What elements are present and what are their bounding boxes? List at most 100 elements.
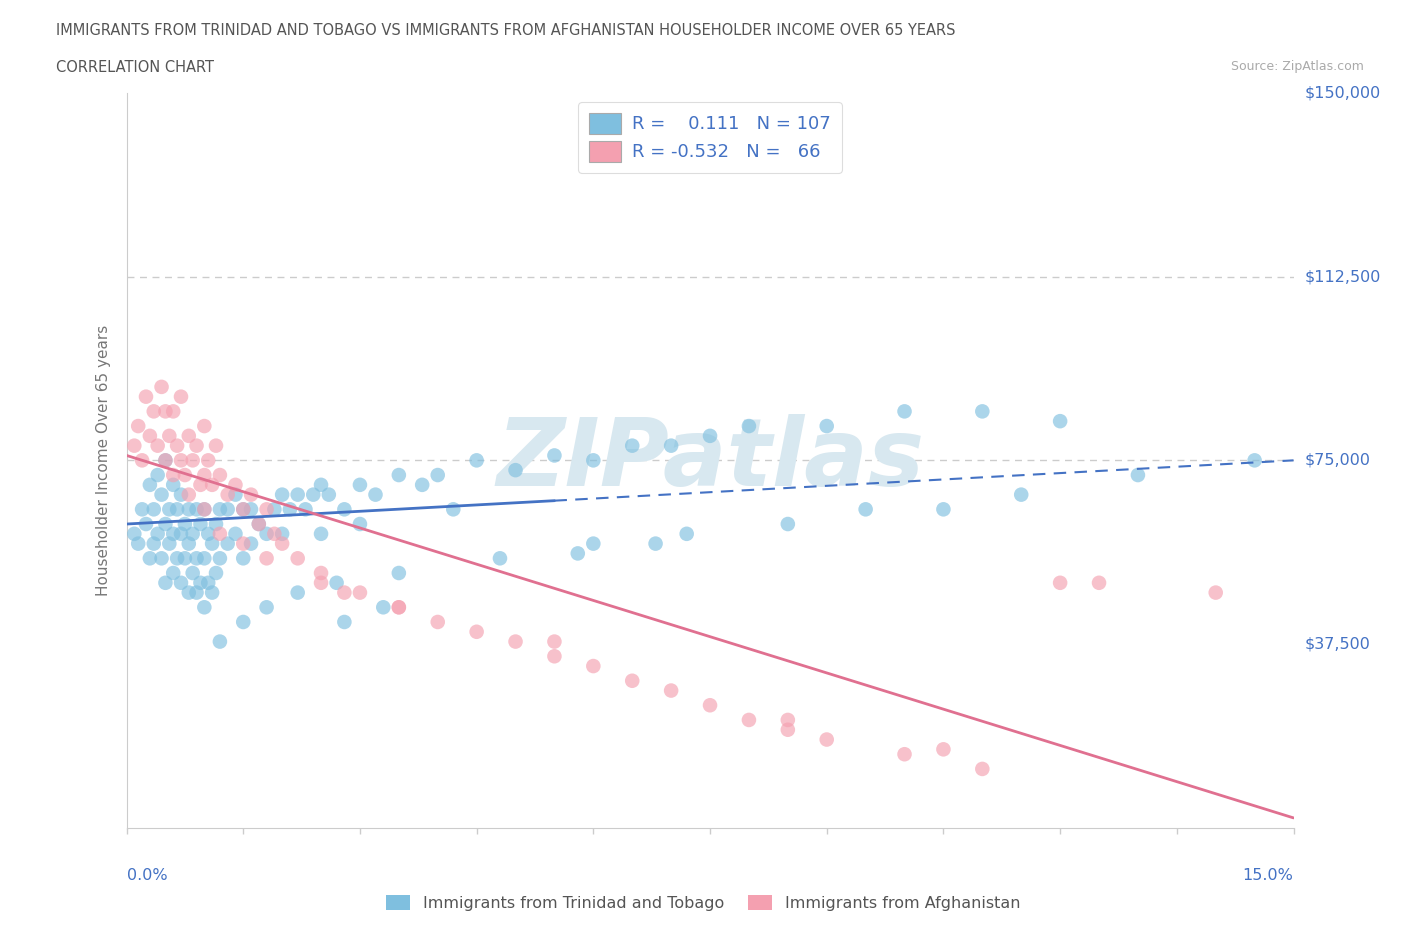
Point	[388, 600, 411, 615]
Point	[815, 732, 838, 747]
Text: $150,000: $150,000	[1305, 86, 1381, 100]
Point	[224, 487, 246, 502]
Point	[388, 468, 411, 483]
Point	[177, 537, 200, 551]
Point	[294, 502, 316, 517]
Point	[388, 565, 411, 580]
Point	[177, 429, 200, 444]
Point	[333, 615, 356, 630]
Point	[139, 429, 162, 444]
Point	[659, 684, 682, 698]
Point	[302, 487, 325, 502]
Point	[893, 747, 915, 762]
Point	[127, 537, 149, 551]
Point	[263, 502, 285, 517]
Point	[240, 537, 263, 551]
Point	[155, 453, 177, 468]
Text: IMMIGRANTS FROM TRINIDAD AND TOBAGO VS IMMIGRANTS FROM AFGHANISTAN HOUSEHOLDER I: IMMIGRANTS FROM TRINIDAD AND TOBAGO VS I…	[56, 23, 956, 38]
Point	[205, 438, 228, 453]
Point	[174, 516, 197, 531]
Point	[972, 762, 994, 777]
Point	[621, 438, 644, 453]
Point	[131, 502, 153, 517]
Point	[208, 634, 231, 649]
Point	[142, 537, 165, 551]
Point	[738, 418, 761, 433]
Point	[146, 468, 169, 483]
Point	[157, 537, 180, 551]
Point	[325, 576, 347, 591]
Point	[193, 502, 215, 517]
Point	[193, 468, 215, 483]
Point	[150, 551, 173, 565]
Point	[166, 551, 188, 565]
Point	[776, 712, 799, 727]
Point	[621, 673, 644, 688]
Point	[256, 551, 278, 565]
Point	[240, 502, 263, 517]
Point	[1049, 576, 1071, 591]
Point	[139, 477, 162, 492]
Point	[162, 477, 184, 492]
Point	[190, 516, 212, 531]
Point	[166, 502, 188, 517]
Point	[201, 585, 224, 600]
Point	[155, 516, 177, 531]
Point	[162, 565, 184, 580]
Point	[197, 453, 219, 468]
Point	[170, 453, 193, 468]
Point	[373, 600, 395, 615]
Point	[224, 477, 246, 492]
Point	[278, 502, 301, 517]
Point	[543, 649, 565, 664]
Point	[150, 379, 173, 394]
Point	[776, 516, 799, 531]
Point	[186, 438, 208, 453]
Point	[505, 634, 527, 649]
Point	[1243, 453, 1265, 468]
Point	[972, 404, 994, 418]
Point	[364, 487, 387, 502]
Point	[441, 502, 464, 517]
Point	[582, 453, 605, 468]
Legend: R =    0.111   N = 107, R = -0.532   N =   66: R = 0.111 N = 107, R = -0.532 N = 66	[578, 102, 842, 173]
Point	[127, 418, 149, 433]
Point	[567, 546, 589, 561]
Point	[170, 526, 193, 541]
Point	[349, 516, 371, 531]
Point	[659, 438, 682, 453]
Point	[232, 537, 254, 551]
Point	[139, 551, 162, 565]
Point	[181, 453, 204, 468]
Point	[224, 526, 246, 541]
Point	[287, 487, 309, 502]
Point	[426, 468, 449, 483]
Point	[411, 477, 433, 492]
Point	[135, 516, 157, 531]
Point	[247, 516, 270, 531]
Point	[426, 615, 449, 630]
Point	[155, 453, 177, 468]
Point	[177, 487, 200, 502]
Point	[543, 448, 565, 463]
Point	[1010, 487, 1032, 502]
Text: 0.0%: 0.0%	[127, 868, 167, 884]
Point	[232, 502, 254, 517]
Point	[1088, 576, 1111, 591]
Point	[855, 502, 877, 517]
Text: CORRELATION CHART: CORRELATION CHART	[56, 60, 214, 75]
Point	[208, 551, 231, 565]
Point	[193, 600, 215, 615]
Text: $37,500: $37,500	[1305, 636, 1371, 652]
Point	[217, 487, 239, 502]
Point	[309, 576, 332, 591]
Point	[699, 698, 721, 712]
Point	[738, 712, 761, 727]
Point	[489, 551, 512, 565]
Text: Source: ZipAtlas.com: Source: ZipAtlas.com	[1230, 60, 1364, 73]
Point	[287, 551, 309, 565]
Point	[208, 502, 231, 517]
Point	[177, 502, 200, 517]
Point	[256, 502, 278, 517]
Point	[205, 565, 228, 580]
